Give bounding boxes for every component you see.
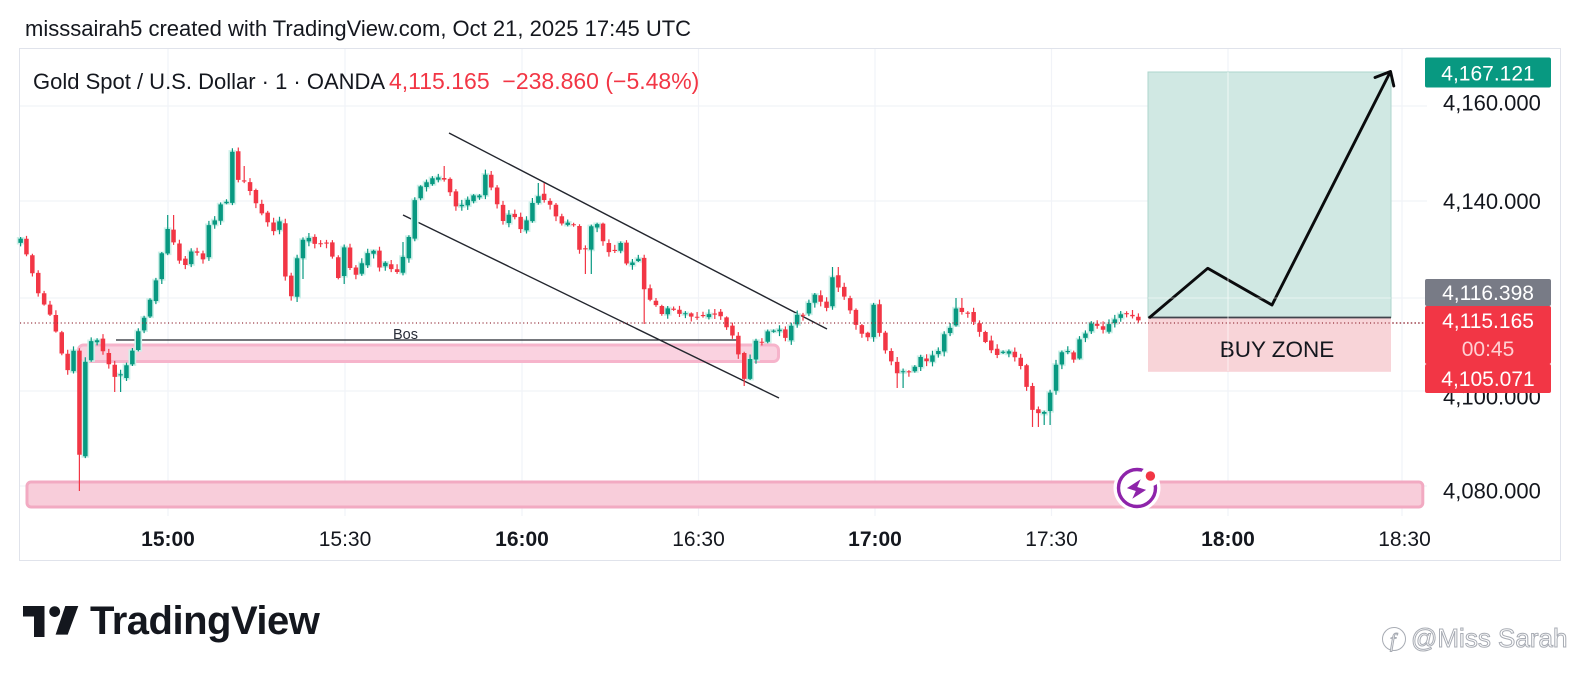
- svg-text:4,115.165 −238.860 (−5.48%): 4,115.165 −238.860 (−5.48%): [389, 68, 699, 94]
- svg-text:18:00: 18:00: [1201, 528, 1255, 551]
- svg-text:17:00: 17:00: [848, 528, 902, 551]
- svg-text:15:30: 15:30: [319, 528, 372, 551]
- svg-text:misssairah5 created with Tradi: misssairah5 created with TradingView.com…: [25, 16, 691, 41]
- svg-text:4,105.071: 4,105.071: [1441, 368, 1534, 391]
- svg-text:@Miss Sarah: @Miss Sarah: [1411, 623, 1567, 653]
- svg-text:f: f: [1390, 630, 1398, 652]
- svg-text:TradingView: TradingView: [90, 599, 321, 643]
- svg-text:16:30: 16:30: [672, 528, 725, 551]
- svg-text:17:30: 17:30: [1025, 528, 1078, 551]
- svg-text:16:00: 16:00: [495, 528, 549, 551]
- svg-text:00:45: 00:45: [1462, 338, 1515, 361]
- svg-text:4,160.000: 4,160.000: [1443, 91, 1541, 116]
- svg-text:Bos: Bos: [393, 327, 418, 343]
- svg-text:4,080.000: 4,080.000: [1443, 479, 1541, 504]
- svg-text:4,115.165: 4,115.165: [1442, 310, 1534, 333]
- svg-text:4,140.000: 4,140.000: [1443, 189, 1541, 214]
- svg-text:BUY ZONE: BUY ZONE: [1220, 337, 1335, 362]
- svg-text:15:00: 15:00: [141, 528, 195, 551]
- svg-text:18:30: 18:30: [1378, 528, 1431, 551]
- svg-text:Gold Spot / U.S. Dollar · 1 ·: Gold Spot / U.S. Dollar · 1 · OANDA: [33, 69, 385, 94]
- svg-text:4,116.398: 4,116.398: [1442, 282, 1534, 305]
- svg-text:4,167.121: 4,167.121: [1441, 63, 1534, 86]
